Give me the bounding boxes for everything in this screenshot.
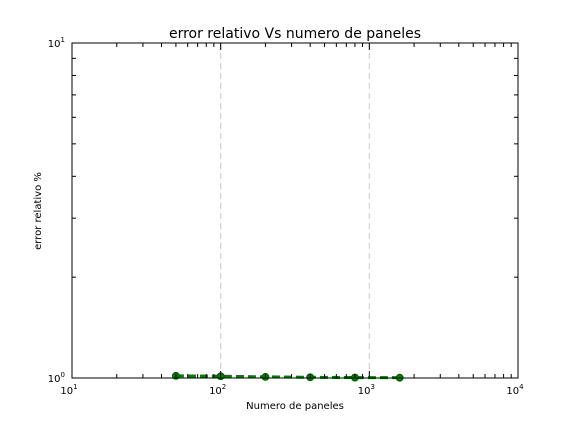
y-tick-label: 100 <box>48 371 65 385</box>
grid <box>220 43 370 378</box>
x-tick-label: 101 <box>60 383 77 397</box>
y-tick-label: 101 <box>48 36 65 50</box>
x-tick-label: 104 <box>506 383 524 397</box>
y-axis-label: error relativo % <box>33 172 44 250</box>
x-axis-label: Numero de paneles <box>246 401 344 412</box>
x-tick-label: 103 <box>358 383 375 397</box>
chart-title: error relativo Vs numero de paneles <box>169 26 421 42</box>
plot-frame <box>71 42 519 379</box>
ticks <box>71 42 519 379</box>
x-tick-label: 102 <box>209 383 226 397</box>
